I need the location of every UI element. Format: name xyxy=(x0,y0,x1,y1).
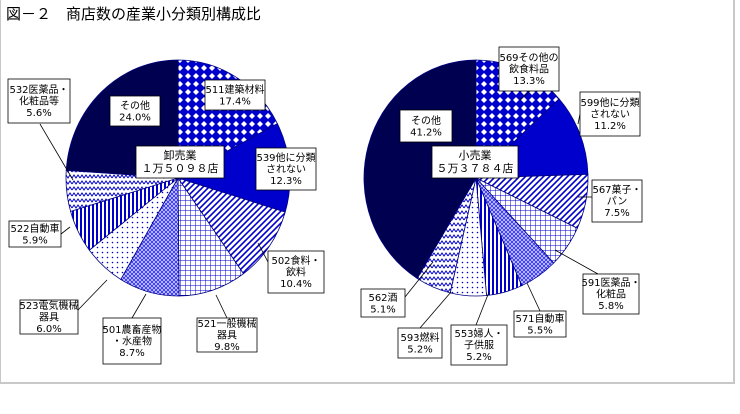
pie-slice-wholesale-521 xyxy=(177,176,245,297)
slice-label-591: 591医薬品・ xyxy=(581,277,640,289)
slice-label-532: 化粧品等 xyxy=(19,95,59,108)
slice-label-502: 飲料 xyxy=(286,266,306,279)
frame-right-border xyxy=(733,0,735,382)
leader-line xyxy=(60,226,71,235)
slice-label-569: 569その他の xyxy=(499,51,558,64)
wholesale-center-label: １万５０９８店 xyxy=(142,161,219,175)
slice-label-box xyxy=(7,78,71,124)
slice-label-571: 5.5% xyxy=(527,325,552,336)
slice-label-571: 571自動車 xyxy=(515,312,564,325)
leader-line xyxy=(131,293,147,319)
slice-label-539: 539他に分類 xyxy=(256,151,315,164)
slice-label-box xyxy=(255,147,317,191)
slice-label-591: 化粧品 xyxy=(596,288,626,301)
slice-label-521: 521一般機械 xyxy=(197,317,256,330)
slice-label-other: その他 xyxy=(120,99,150,112)
frame-left-line xyxy=(0,0,1,384)
slice-label-569: 飲食料品 xyxy=(509,63,549,76)
frame-bottom-border xyxy=(0,382,735,384)
leader-line xyxy=(404,261,434,298)
slice-label-521: 器具 xyxy=(217,330,237,342)
slice-label-523: 523電気機械 xyxy=(19,299,78,312)
retail-center-label: 小売業 xyxy=(459,149,492,162)
leader-line xyxy=(39,123,74,181)
slice-label-box xyxy=(397,327,443,359)
slice-label-562: 562酒 xyxy=(368,292,397,304)
center-label-box xyxy=(431,145,519,179)
slice-label-box xyxy=(19,299,79,335)
slice-label-567: パン xyxy=(607,196,628,208)
slice-label-569: 13.3% xyxy=(513,76,545,87)
slice-label-501: 501農畜産物 xyxy=(102,323,161,336)
slice-label-502: 10.4% xyxy=(280,279,312,290)
slice-label-567: 567菓子・ xyxy=(592,184,641,196)
slice-label-box xyxy=(204,79,266,111)
leader-line xyxy=(419,291,452,329)
leader-line xyxy=(475,291,490,326)
slice-label-501: ・水産物 xyxy=(112,335,152,348)
slice-label-box xyxy=(102,317,162,365)
leader-line xyxy=(257,242,269,263)
slice-label-553: 子供服 xyxy=(464,339,494,352)
slice-label-box xyxy=(591,179,643,223)
figure-title: 図－２ 商店数の産業小分類別構成比 xyxy=(6,5,262,23)
slice-label-box xyxy=(498,46,560,92)
slice-label-522: 5.9% xyxy=(22,235,47,246)
slice-label-539: されない xyxy=(266,164,306,176)
slice-label-box xyxy=(267,250,325,294)
slice-label-box xyxy=(109,95,161,127)
leader-line xyxy=(526,282,541,312)
leader-line xyxy=(77,279,108,311)
slice-label-other: その他 xyxy=(411,114,441,127)
slice-label-532: 532医薬品・ xyxy=(9,84,68,96)
slice-label-box xyxy=(450,324,508,366)
slice-label-box xyxy=(513,310,567,338)
slice-label-539: 12.3% xyxy=(270,176,302,187)
slice-label-532: 5.6% xyxy=(26,108,51,119)
slice-label-511: 511建築材料 xyxy=(205,83,264,96)
slice-label-593: 5.2% xyxy=(407,344,432,355)
slice-label-box xyxy=(8,220,62,248)
slice-label-562: 5.1% xyxy=(370,304,395,315)
slice-label-599: 599他に分類 xyxy=(580,96,639,109)
slice-label-553: 5.2% xyxy=(466,352,491,363)
slice-label-box xyxy=(360,288,406,318)
slice-label-591: 5.8% xyxy=(598,301,623,312)
slice-label-553: 553婦人・ xyxy=(454,328,503,340)
slice-label-523: 器具 xyxy=(39,312,59,324)
slice-label-box xyxy=(196,317,258,353)
slice-label-523: 6.0% xyxy=(36,324,61,335)
leader-line xyxy=(554,249,599,275)
leader-line xyxy=(519,90,531,101)
slice-label-502: 502食料・ xyxy=(271,254,320,267)
slice-label-599: 11.2% xyxy=(594,121,626,132)
leader-line xyxy=(215,294,228,319)
wholesale-center-label: 卸売業 xyxy=(164,148,197,162)
slice-label-522: 522自動車 xyxy=(10,222,59,235)
slice-label-box xyxy=(582,273,640,315)
retail-center-label: ５万３７８４店 xyxy=(437,161,514,175)
slice-label-511: 17.4% xyxy=(219,96,251,107)
slice-label-box xyxy=(399,109,453,143)
center-label-box xyxy=(135,145,225,179)
slice-label-501: 8.7% xyxy=(119,348,144,359)
slice-label-other: 41.2% xyxy=(410,127,442,138)
slice-label-593: 593燃料 xyxy=(400,331,439,344)
slice-label-567: 7.5% xyxy=(604,208,629,219)
slice-label-box xyxy=(579,91,641,137)
slice-label-521: 9.8% xyxy=(214,342,239,353)
slice-label-other: 24.0% xyxy=(119,112,151,123)
slice-label-599: されない xyxy=(590,109,630,121)
pie-slice-wholesale-502 xyxy=(177,177,286,275)
